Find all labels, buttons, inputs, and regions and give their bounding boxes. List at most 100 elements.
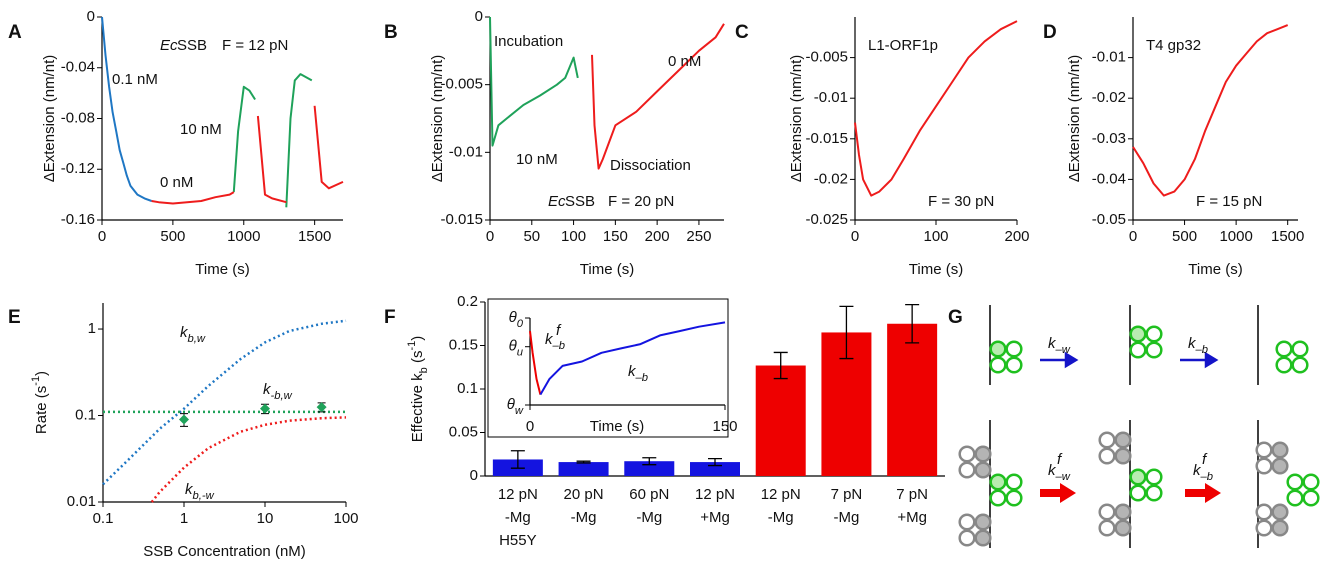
ssb-subunit — [1255, 457, 1273, 475]
y-tick-label: -0.005 — [805, 49, 848, 66]
rate-label: k–b — [1193, 462, 1213, 483]
category-label: 7 pN — [896, 486, 928, 503]
ssb-subunit — [1291, 340, 1309, 358]
x-tick-label: 1000 — [227, 228, 260, 245]
category-label: -Mg — [505, 509, 531, 526]
ssb-subunit — [974, 513, 992, 531]
series-label: k–b — [628, 363, 648, 384]
category-label: 12 pN — [761, 486, 801, 503]
annotation: T4 gp32 — [1146, 37, 1201, 54]
panel-label: B — [384, 22, 398, 43]
ssb-subunit — [1302, 489, 1320, 507]
error-bar — [708, 457, 722, 467]
ssb-subunit — [1145, 325, 1163, 343]
category-label: 7 pN — [831, 486, 863, 503]
y-tick-label: 0.15 — [449, 336, 478, 353]
ssb-subunit — [1129, 468, 1147, 486]
ssb-subunit — [1098, 503, 1116, 521]
x-axis-title: Time (s) — [909, 261, 963, 278]
y-tick-label: -0.01 — [1092, 49, 1126, 66]
bar — [755, 365, 806, 476]
y-tick-label: -0.08 — [61, 109, 95, 126]
data-line — [151, 105, 344, 205]
annotation: F = 20 pN — [608, 193, 674, 210]
error-bar — [905, 303, 920, 344]
ssb-subunit — [1129, 341, 1147, 359]
y-tick-label: 0.1 — [457, 380, 478, 397]
y-tick-label: -0.05 — [1092, 211, 1126, 228]
x-tick-label: 0 — [851, 228, 859, 245]
x-tick-label: 0 — [486, 228, 494, 245]
ssb-subunit — [958, 529, 976, 547]
y-axis-title: ΔExtension (nm/nt) — [788, 55, 805, 183]
data-line — [101, 16, 152, 202]
x-tick-label: 0 — [526, 418, 534, 435]
y-tick-label: θu — [509, 338, 524, 359]
ssb-subunit — [1005, 473, 1023, 491]
annotation: F = 12 pN — [222, 37, 288, 54]
annotation: Ec — [548, 193, 566, 210]
ssb-subunit — [989, 473, 1007, 491]
panel-label: F — [384, 307, 396, 328]
data-line — [854, 20, 1018, 197]
panel-label: D — [1043, 22, 1057, 43]
category-label: 12 pN — [695, 486, 735, 503]
data-line — [539, 321, 726, 396]
y-tick-label: 0 — [470, 467, 478, 484]
y-axis-title-part: ) — [409, 336, 426, 341]
ssb-subunit — [1302, 473, 1320, 491]
y-tick-label: θw — [507, 396, 524, 417]
arrow — [1040, 351, 1079, 369]
ssb-subunit — [1114, 447, 1132, 465]
y-axis-title: ΔExtension (nm/nt) — [1066, 55, 1083, 183]
ssb-subunit — [1271, 519, 1289, 537]
x-axis-title: SSB Concentration (nM) — [143, 543, 306, 560]
x-tick-label: 500 — [1172, 228, 1197, 245]
ssb-subunit — [1271, 503, 1289, 521]
x-tick-label: 250 — [686, 228, 711, 245]
ssb-subunit — [1129, 325, 1147, 343]
data-line — [489, 16, 579, 147]
rate-label-sup: f — [1057, 451, 1063, 468]
x-axis-title: Time (s) — [590, 418, 644, 435]
y-tick-label: -0.16 — [61, 211, 95, 228]
panel-label: A — [8, 22, 22, 43]
ssb-subunit — [1098, 447, 1116, 465]
x-tick-label: 1 — [180, 510, 188, 527]
x-tick-label: 0 — [98, 228, 106, 245]
y-tick-label: 0.1 — [75, 406, 96, 423]
rate-label: k–w — [1048, 335, 1071, 356]
y-tick-label: 0 — [475, 8, 483, 25]
ssb-subunit — [1255, 503, 1273, 521]
category-label: 60 pN — [629, 486, 669, 503]
annotation: Dissociation — [610, 157, 691, 174]
x-axis-title: Time (s) — [1188, 261, 1242, 278]
y-axis-title-part: Rate (s — [33, 386, 50, 434]
x-tick-label: 0 — [1129, 228, 1137, 245]
y-tick-label: -0.015 — [440, 211, 483, 228]
x-tick-label: 100 — [923, 228, 948, 245]
category-label: -Mg — [768, 509, 794, 526]
error-bar — [642, 457, 657, 466]
series-label: 10 nM — [180, 121, 222, 138]
point — [316, 402, 327, 413]
y-axis-title-part: (s — [409, 351, 426, 368]
y-axis-title: ΔExtension (nm/nt) — [429, 55, 446, 183]
x-tick-label: 150 — [712, 418, 737, 435]
y-axis-title-part: -1 — [30, 376, 42, 386]
y-axis-title: Rate (s-1) — [30, 371, 50, 434]
category-label: +Mg — [897, 509, 927, 526]
y-tick-label: -0.015 — [805, 130, 848, 147]
ssb-subunit — [974, 461, 992, 479]
ssb-subunit — [1275, 340, 1293, 358]
panel-label: E — [8, 307, 21, 328]
series-label-sup: f — [556, 322, 562, 339]
category-label: H55Y — [499, 532, 537, 549]
error-bar — [576, 460, 591, 464]
annotation: F = 30 pN — [928, 193, 994, 210]
annotation: Incubation — [494, 33, 563, 50]
ssb-subunit — [974, 529, 992, 547]
x-tick-label: 50 — [523, 228, 540, 245]
ssb-subunit — [1114, 503, 1132, 521]
error-bar — [839, 305, 854, 360]
